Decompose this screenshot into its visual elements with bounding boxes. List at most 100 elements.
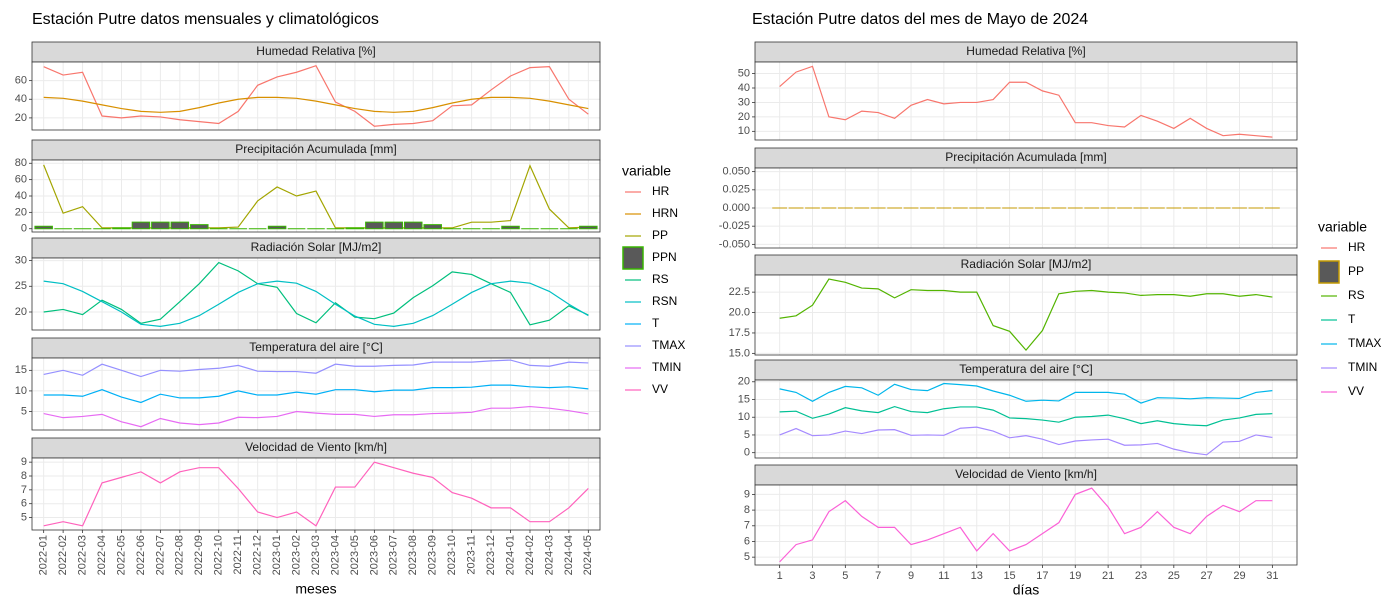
y-tick-label: 20.0 [729,306,750,318]
y-tick-label: 60 [15,75,27,87]
x-tick-label: 2023-07 [388,535,400,575]
facet-title: Velocidad de Viento [km/h] [245,440,387,454]
bar [131,221,151,230]
series-line [779,405,1273,427]
facet-title: Radiación Solar [MJ/m2] [251,240,382,254]
legend-label: HR [652,184,670,198]
legend-label: TMIN [652,360,681,374]
legend-label: PP [1348,264,1364,278]
x-tick-label: 3 [809,570,815,582]
x-tick-label: 29 [1233,570,1245,582]
x-tick-label: 2023-05 [349,535,361,575]
x-tick-label: 2022-03 [76,535,88,575]
legend-label: T [652,316,660,330]
y-tick-label: 80 [15,157,27,169]
x-axis-label: meses [295,581,336,595]
y-tick-label: 5 [21,405,27,417]
panel-border [754,61,1298,141]
bar [112,227,131,230]
x-tick-label: 2024-02 [524,535,536,575]
x-tick-label: 2022-05 [115,535,127,575]
x-tick-label: 17 [1036,570,1048,582]
panel [755,485,1297,565]
bar [170,221,190,230]
y-tick-label: 9 [21,456,27,468]
bar [345,227,365,230]
series-line [779,426,1273,456]
y-tick-label: 20 [15,206,27,218]
y-tick-label: 25 [15,280,27,292]
y-tick-label: 0.000 [722,202,750,214]
series-line [779,487,1273,563]
series-line [43,405,589,428]
chart-title: Estación Putre datos del mes de Mayo de … [752,11,1088,28]
legend-label: RS [652,272,669,286]
series-line [779,278,1273,352]
y-tick-label: 20 [15,306,27,318]
legend-title: variable [1318,219,1367,235]
x-tick-label: 2023-02 [290,535,302,575]
y-tick-label: 0.025 [722,184,750,196]
facet-title: Radiación Solar [MJ/m2] [961,257,1092,271]
x-tick-label: 2022-09 [193,535,205,575]
facet-title: Humedad Relativa [%] [256,44,375,58]
series-line [43,261,589,326]
panel-border [754,484,1298,566]
facet-title: Precipitación Acumulada [mm] [945,150,1106,164]
x-tick-label: 2022-07 [154,535,166,575]
x-tick-label: 23 [1135,570,1147,582]
legend-label: TMIN [1348,360,1377,374]
legend-label: T [1348,312,1356,326]
panel-border [31,257,601,331]
series-line [43,461,589,527]
bar [423,224,442,230]
y-tick-label: 20 [738,111,750,123]
x-tick-label: 2023-01 [271,535,283,575]
x-tick-label: 27 [1201,570,1213,582]
y-tick-label: 30 [15,254,27,266]
y-tick-label: 20 [738,376,750,388]
panel-border [31,159,601,233]
y-tick-label: 60 [15,174,27,186]
y-tick-label: 5 [21,511,27,523]
x-tick-label: 2023-10 [446,535,458,575]
y-tick-label: 0 [21,223,27,235]
x-tick-label: 2022-04 [96,535,108,575]
legend-title: variable [622,163,671,179]
legend-label: HR [1348,240,1366,254]
bar [151,221,170,230]
legend-label: PP [652,228,668,242]
bar [190,224,209,230]
facet-title: Humedad Relativa [%] [966,44,1085,58]
y-tick-label: 8 [744,504,750,516]
y-tick-label: 15.0 [729,347,750,359]
y-tick-label: 40 [15,93,27,105]
y-tick-label: 15 [15,364,27,376]
y-tick-label: 10 [738,125,750,137]
bar [501,225,520,230]
y-tick-label: 7 [744,520,750,532]
series-line [43,96,589,113]
y-tick-label: 30 [738,96,750,108]
y-tick-label: 5 [744,551,750,563]
x-tick-label: 2022-01 [38,535,50,575]
bar [267,225,287,230]
y-tick-label: 5 [744,429,750,441]
y-tick-label: 6 [21,498,27,510]
y-tick-label: 22.5 [729,286,750,298]
x-tick-label: 9 [908,570,914,582]
y-tick-label: -0.025 [719,220,750,232]
legend-key [1318,260,1340,284]
y-tick-label: 0.050 [722,166,750,178]
panel-border [31,357,601,431]
x-tick-label: 31 [1266,570,1278,582]
bar [384,221,404,230]
x-tick-label: 15 [1003,570,1015,582]
bar [34,225,53,230]
panel-border [754,167,1298,249]
x-tick-label: 2022-02 [57,535,69,575]
x-tick-label: 2024-01 [504,535,516,575]
x-tick-label: 2023-04 [329,535,341,575]
panel-border [754,379,1298,459]
legend-label: HRN [652,206,678,220]
